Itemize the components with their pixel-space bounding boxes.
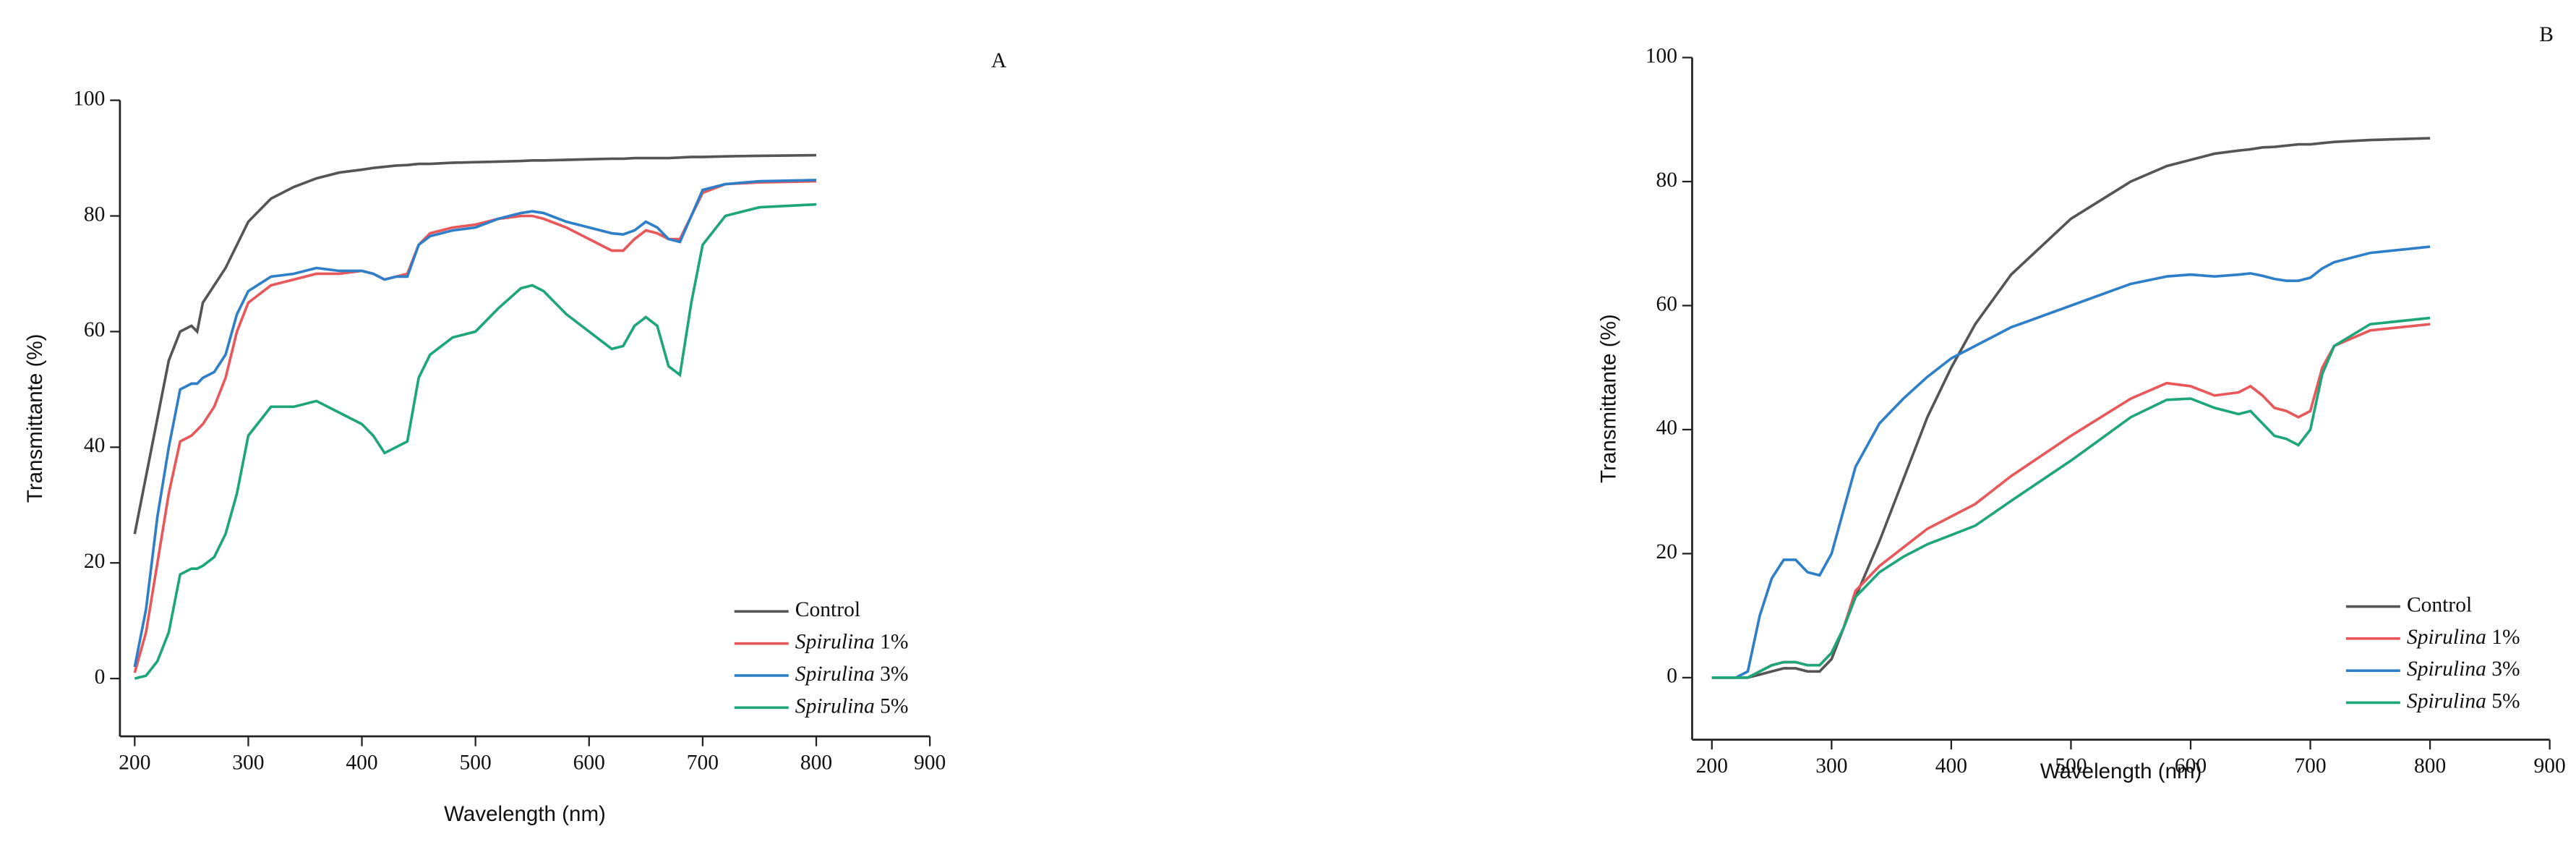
legend-label: Spirulina 5% [795,694,909,718]
legend-label-part: Spirulina [795,630,875,653]
data-line [133,179,817,673]
x-axis-label: Wavelength (nm) [2040,759,2202,783]
legend-label-part: 3% [2486,657,2520,681]
legend-label: Spirulina 3% [2407,657,2520,681]
x-tick-label: 900 [2533,754,2565,778]
x-tick-label: 500 [2055,754,2087,778]
x-tick-label: 300 [232,751,264,774]
data-line [1711,316,2431,679]
x-tick-label: 200 [1696,754,1728,778]
data-line [1711,245,2431,679]
y-axis-label: Transmittante (%) [1597,314,1621,483]
x-tick-label: 800 [800,751,832,774]
legend-label-part: 1% [875,630,909,653]
y-tick-label: 100 [73,87,105,110]
y-tick-label: 20 [1656,540,1678,563]
legend-label-part: Spirulina [2407,657,2486,681]
x-tick-label: 400 [1935,754,1967,778]
y-tick-label: 0 [1666,665,1677,688]
x-tick-label: 800 [2414,754,2446,778]
legend-label-part: Spirulina [795,663,875,686]
y-tick-label: 80 [1656,169,1678,192]
legend-label-part: Spirulina [2407,689,2486,712]
legend-label-part: 3% [875,663,909,686]
x-tick-label: 600 [573,751,605,774]
x-tick-label: 400 [346,751,377,774]
x-tick-label: 700 [2294,754,2326,778]
data-line [134,203,817,680]
legend-label-part: Spirulina [2407,626,2486,649]
y-tick-label: 80 [84,203,106,226]
y-tick-label: 0 [95,665,106,689]
y-tick-label: 40 [84,434,106,457]
legend-label: Spirulina 1% [2407,626,2520,649]
x-tick-label: 700 [687,751,719,774]
panel-label: A [991,49,1007,72]
y-tick-label: 60 [1656,292,1678,315]
legend-label: Spirulina 3% [795,663,909,686]
x-tick-label: 900 [914,751,946,774]
x-tick-label: 200 [119,751,150,774]
panel-label: B [2539,23,2554,46]
legend-label: Spirulina 5% [2407,689,2520,712]
data-line [1711,137,2431,679]
data-line [133,179,817,668]
x-tick-label: 300 [1815,754,1847,778]
legend-label: Spirulina 1% [795,630,909,653]
y-tick-label: 20 [84,550,106,573]
y-tick-label: 40 [1656,417,1678,440]
legend-label: Control [2407,593,2472,616]
legend-label-part: 5% [2486,689,2520,712]
legend-label-part: 5% [875,694,909,718]
legend-label-part: Spirulina [795,694,875,718]
legend-label-part: 1% [2486,626,2520,649]
x-tick-label: 500 [460,751,492,774]
y-tick-label: 60 [84,318,106,341]
y-tick-label: 100 [1646,44,1677,67]
x-tick-label: 600 [2175,754,2207,778]
x-axis-label: Wavelength (nm) [444,802,606,826]
y-axis-label: Transmittante (%) [23,334,47,503]
data-line [133,153,817,535]
legend-label: Control [795,598,860,621]
